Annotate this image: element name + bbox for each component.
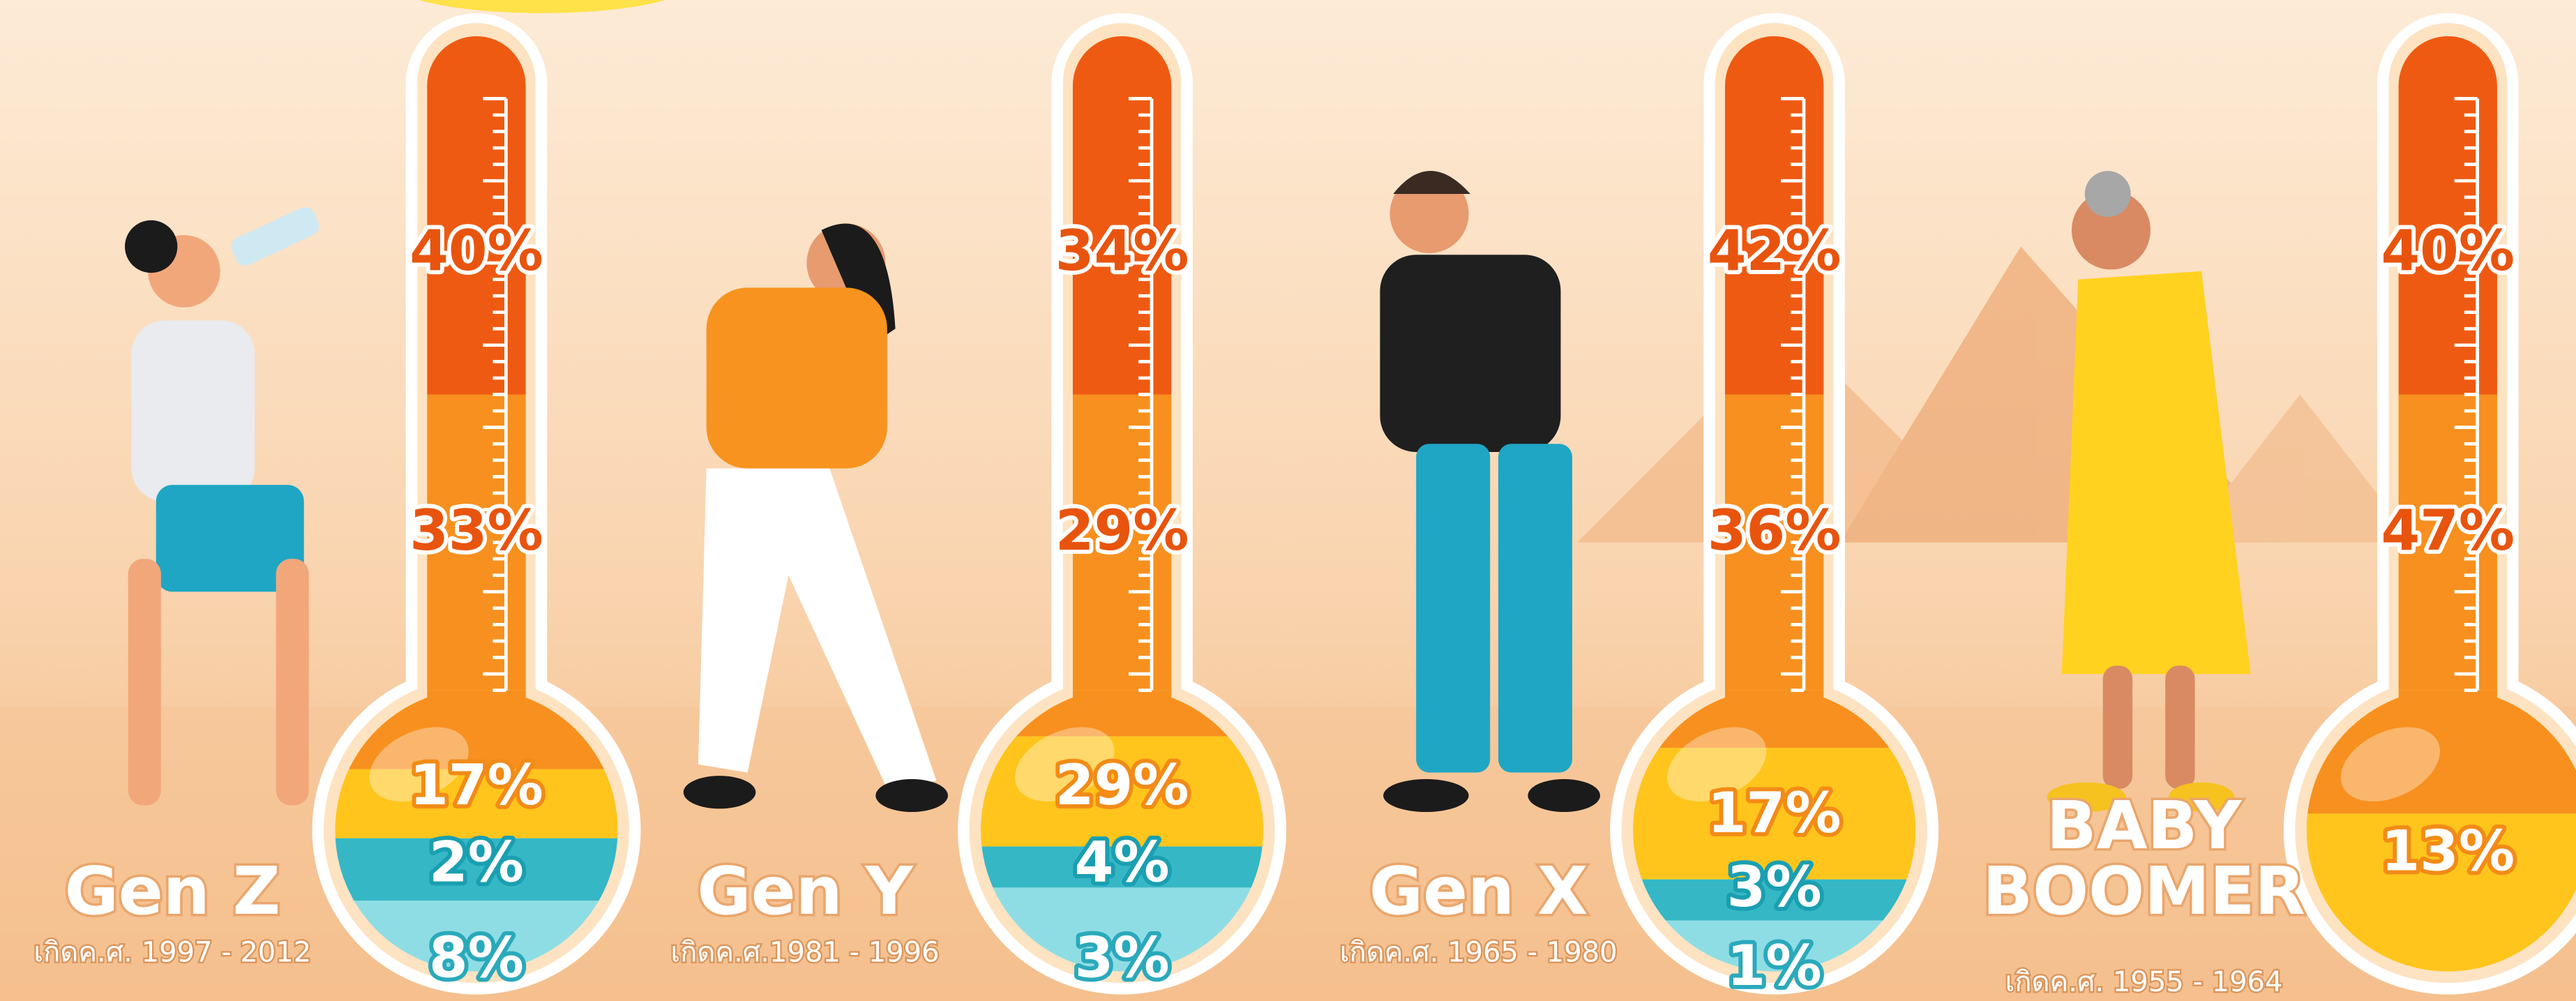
- percent-label: 4%: [1075, 830, 1170, 895]
- percent-label: 17%: [409, 753, 543, 818]
- percent-label: 1%: [1727, 933, 1822, 998]
- generation-name: BOOMER: [1982, 854, 2305, 930]
- birth-years: เกิดค.ศ. 1955 - 1964: [2005, 966, 2283, 998]
- birth-years: เกิดค.ศ.1981 - 1996: [671, 936, 940, 968]
- percent-label: 2%: [429, 830, 524, 895]
- percent-label: 13%: [2381, 818, 2515, 883]
- generation-name: Gen Z: [65, 854, 280, 930]
- generation-name: BABY: [2047, 788, 2243, 864]
- percent-label: 29%: [1055, 498, 1189, 563]
- percent-label: 42%: [1708, 218, 1841, 283]
- infographic: 40% 33% 17% 2% 8% Gen Z เกิดค.ศ. 1997 - 2012 34…: [0, 0, 2576, 1001]
- percent-label: 47%: [2381, 498, 2515, 563]
- percent-label: 34%: [1055, 218, 1189, 283]
- percent-label: 40%: [409, 218, 543, 283]
- generation-name: Gen Y: [697, 854, 914, 930]
- percent-label: 36%: [1708, 498, 1841, 563]
- percent-label: 33%: [409, 498, 543, 563]
- percent-label: 3%: [1727, 855, 1822, 919]
- generation-name: Gen X: [1369, 854, 1588, 930]
- birth-years: เกิดค.ศ. 1965 - 1980: [1340, 936, 1618, 968]
- percent-label: 8%: [429, 925, 524, 990]
- percent-label: 40%: [2381, 218, 2515, 283]
- percent-label: 29%: [1055, 753, 1189, 818]
- percent-label: 3%: [1075, 925, 1170, 990]
- birth-years: เกิดค.ศ. 1997 - 2012: [33, 936, 311, 968]
- percent-label: 17%: [1708, 781, 1841, 845]
